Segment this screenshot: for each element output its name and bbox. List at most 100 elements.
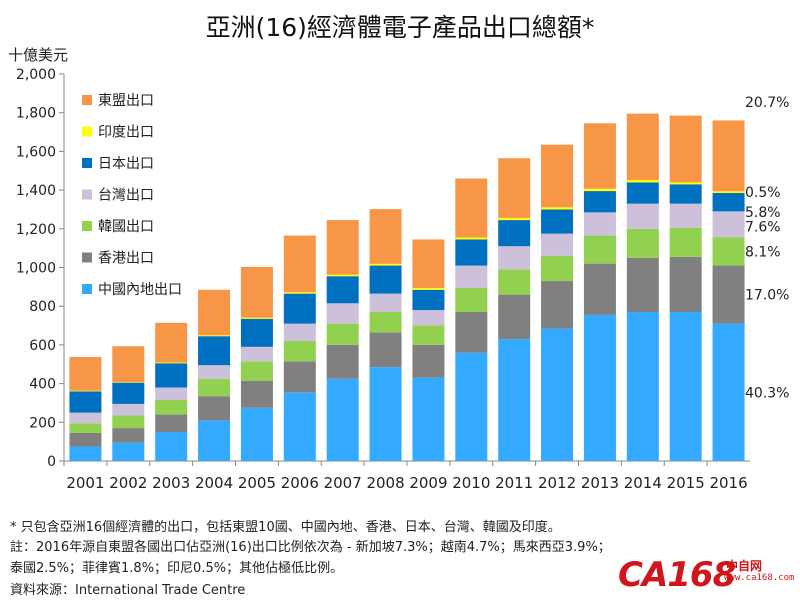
bar-japan-2006 [283, 293, 316, 324]
footnote-asean-share: 註：2016年源自東盟各國出口佔亞洲(16)出口比例依次為 - 新加坡7.3%；… [10, 540, 611, 555]
ca168-logo: CA168 中自网 www.ca168.com [618, 555, 798, 597]
bar-taiwan-2001 [69, 412, 102, 424]
y-tick-label: 800 [29, 299, 56, 315]
bar-hongkong-2014 [626, 257, 659, 313]
bar-japan-2010 [455, 239, 488, 266]
share-label-asean: 20.7% [745, 95, 789, 111]
bar-asean-2016 [712, 120, 745, 192]
bar-asean-2007 [326, 220, 359, 275]
bar-taiwan-2010 [455, 265, 488, 288]
bar-taiwan-2003 [155, 387, 188, 401]
bar-china-2003 [155, 431, 188, 461]
bar-japan-2001 [69, 391, 102, 413]
bar-hongkong-2016 [712, 265, 745, 324]
bar-china-2008 [369, 367, 402, 461]
bar-china-2010 [455, 352, 488, 461]
bar-japan-2014 [626, 182, 659, 204]
bar-korea-2013 [583, 235, 616, 264]
bar-hongkong-2001 [69, 432, 102, 447]
bar-india-2012 [541, 207, 574, 210]
x-tick-label: 2011 [495, 474, 533, 492]
bar-hongkong-2007 [326, 344, 359, 379]
y-axis-unit: 十億美元 [8, 46, 69, 64]
bar-china-2012 [541, 328, 574, 461]
bar-india-2003 [155, 362, 188, 364]
bar-korea-2009 [412, 325, 445, 345]
bar-india-2016 [712, 191, 745, 194]
bar-taiwan-2015 [669, 203, 702, 228]
bar-hongkong-2004 [198, 396, 231, 421]
bar-korea-2006 [283, 341, 316, 362]
share-label-taiwan: 7.6% [745, 219, 781, 235]
legend-label-korea: 韓國出口 [98, 219, 154, 235]
bar-taiwan-2006 [283, 323, 316, 342]
bar-japan-2011 [498, 220, 531, 247]
logo-url: www.ca168.com [724, 573, 795, 583]
bar-korea-2012 [541, 255, 574, 282]
bar-japan-2005 [240, 318, 273, 347]
bar-taiwan-2009 [412, 310, 445, 326]
bar-hongkong-2005 [240, 380, 273, 408]
bar-india-2008 [369, 263, 402, 266]
x-tick-label: 2013 [581, 474, 619, 492]
bar-taiwan-2002 [112, 403, 145, 416]
y-tick-label: 1,400 [16, 183, 56, 199]
bar-korea-2002 [112, 415, 145, 429]
bar-india-2011 [498, 217, 531, 221]
bar-india-2009 [412, 288, 445, 290]
bar-asean-2003 [155, 322, 188, 363]
bar-taiwan-2004 [198, 365, 231, 379]
legend-swatch-hongkong [82, 252, 92, 263]
logo-subtitle: 中自网 [726, 559, 763, 573]
bar-hongkong-2011 [498, 294, 531, 340]
bar-taiwan-2005 [240, 346, 273, 362]
bar-japan-2013 [583, 191, 616, 213]
chart-title: 亞洲(16)經濟體電子產品出口總額* [205, 13, 595, 42]
x-tick-label: 2007 [324, 474, 362, 492]
bar-china-2001 [69, 446, 102, 461]
footnote-asean-share-cont: 泰國2.5%；菲律賓1.8%；印尼0.5%；其他佔極低比例。 [10, 561, 344, 576]
legend-swatch-china [82, 284, 92, 294]
y-tick-label: 200 [29, 415, 56, 431]
bar-korea-2010 [455, 287, 488, 313]
bar-asean-2015 [669, 115, 702, 183]
bar-china-2004 [198, 420, 231, 461]
bar-japan-2007 [326, 276, 359, 304]
y-tick-label: 1,200 [16, 222, 56, 238]
bar-hongkong-2010 [455, 312, 488, 353]
bar-korea-2008 [369, 312, 402, 333]
bar-china-2006 [283, 392, 316, 461]
x-tick-label: 2014 [624, 474, 662, 492]
y-tick-label: 1,800 [16, 106, 56, 122]
bar-hongkong-2002 [112, 428, 145, 443]
bar-india-2006 [283, 292, 316, 294]
bar-taiwan-2013 [583, 212, 616, 236]
bar-india-2015 [669, 182, 702, 185]
legend-label-india: 印度出口 [98, 125, 154, 141]
legend-label-china: 中國內地出口 [98, 282, 182, 298]
bar-taiwan-2014 [626, 203, 659, 229]
legend-swatch-india [82, 126, 92, 137]
bar-taiwan-2008 [369, 293, 402, 313]
y-tick-label: 1,600 [16, 144, 56, 160]
bar-india-2001 [69, 390, 102, 392]
x-tick-label: 2012 [538, 474, 576, 492]
x-tick-label: 2002 [109, 474, 147, 492]
bar-asean-2011 [498, 158, 531, 218]
bar-china-2013 [583, 314, 616, 461]
bar-india-2007 [326, 274, 359, 277]
bar-taiwan-2011 [498, 246, 531, 270]
bar-india-2013 [583, 188, 616, 192]
bar-asean-2006 [283, 235, 316, 293]
bar-hongkong-2006 [283, 361, 316, 393]
x-tick-label: 2008 [366, 474, 404, 492]
bar-japan-2015 [669, 184, 702, 204]
bar-india-2004 [198, 335, 231, 337]
footnote-source: 資料來源：International Trade Centre [10, 583, 246, 598]
bar-korea-2001 [69, 423, 102, 433]
bar-asean-2004 [198, 289, 231, 336]
bar-korea-2011 [498, 269, 531, 295]
share-label-india: 0.5% [745, 185, 781, 201]
bar-asean-2012 [541, 144, 574, 208]
bar-india-2010 [455, 237, 488, 240]
